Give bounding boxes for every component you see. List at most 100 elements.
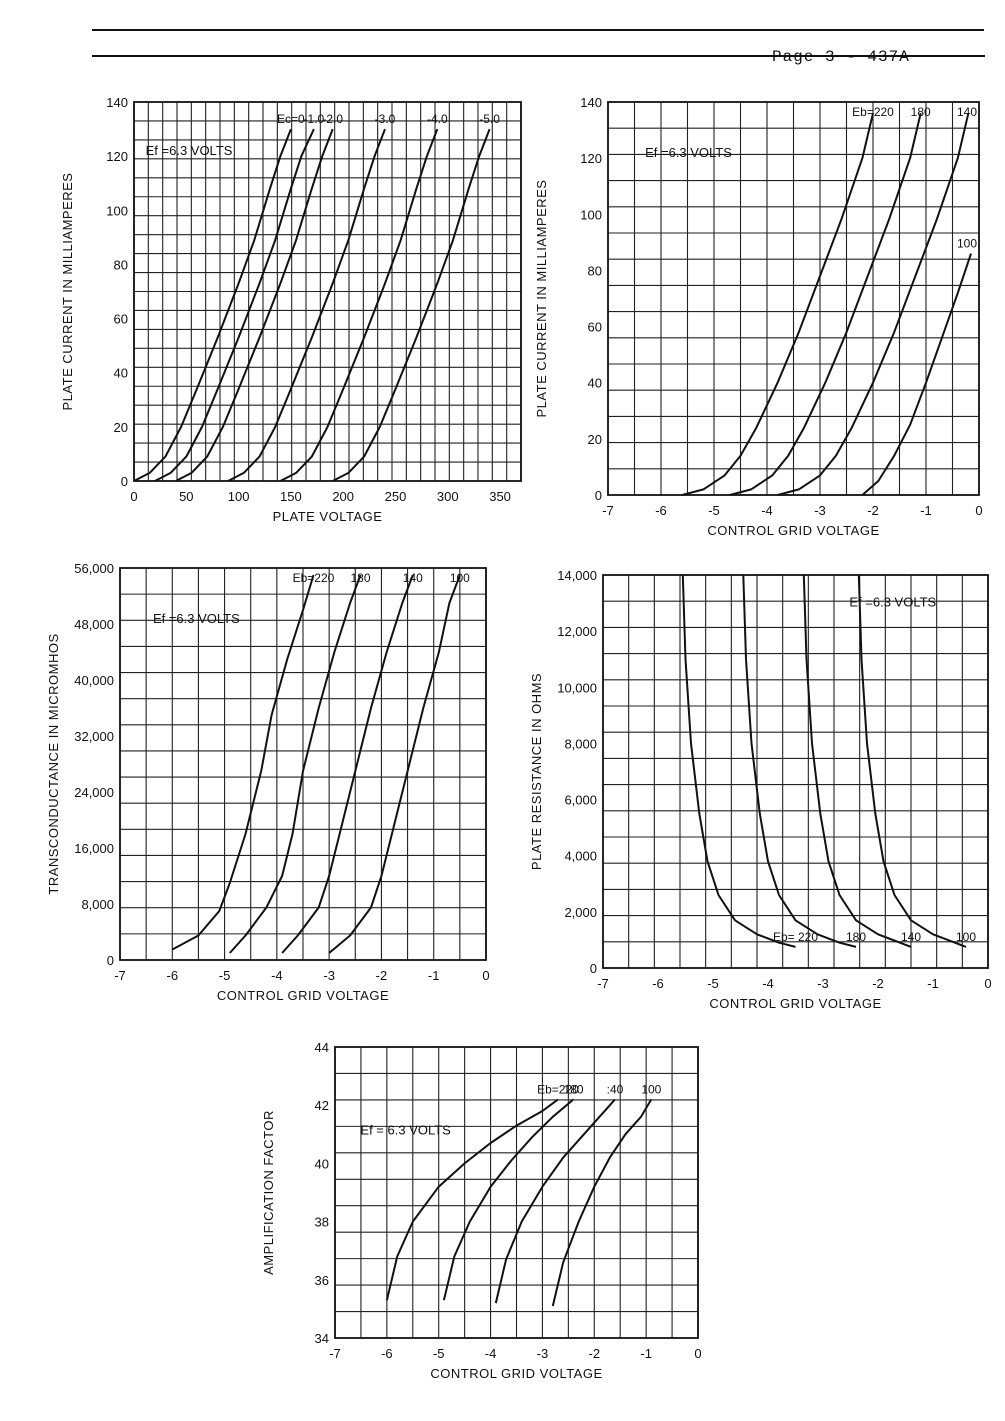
series-label: 180 — [911, 105, 931, 119]
series-curve — [494, 1098, 616, 1304]
y-tick-label: 36 — [315, 1273, 329, 1288]
series-label: 180 — [846, 930, 866, 944]
grid — [602, 574, 989, 969]
x-tick-label: 50 — [179, 489, 193, 504]
y-tick-label: 20 — [114, 420, 128, 435]
filament-voltage-annotation: Ef = 6.3 VOLTS — [360, 1122, 451, 1137]
x-axis-label: PLATE VOLTAGE — [273, 509, 383, 524]
y-tick-label: 60 — [114, 312, 128, 327]
y-tick-label: 120 — [580, 151, 602, 166]
series-curve — [681, 574, 796, 948]
series-curve — [442, 1098, 575, 1301]
filament-voltage-annotation: Ef =6.3 VOLTS — [645, 145, 732, 160]
x-tick-label: -1 — [927, 976, 939, 991]
y-tick-label: 100 — [580, 207, 602, 222]
x-tick-label: -4 — [761, 503, 773, 518]
series-label: 180 — [564, 1082, 584, 1096]
x-tick-label: 100 — [228, 489, 250, 504]
y-tick-label: 34 — [315, 1331, 329, 1346]
series-curve — [861, 253, 972, 496]
filament-voltage-annotation: Ef =6.3 VOLTS — [849, 594, 936, 609]
y-axis-label: PLATE CURRENT IN MILLIAMPERES — [534, 180, 549, 418]
grid — [607, 101, 980, 496]
series-curve — [175, 128, 334, 482]
y-tick-label: 44 — [315, 1040, 329, 1055]
header-rule — [92, 55, 985, 57]
series-curve — [229, 574, 362, 954]
x-tick-label: 150 — [280, 489, 302, 504]
series-label: -1.0 — [304, 112, 325, 126]
y-tick-label: 120 — [106, 149, 128, 164]
series-curve — [551, 1098, 653, 1307]
series-curve — [332, 128, 491, 482]
series-label: 100 — [641, 1082, 661, 1096]
y-axis-label: PLATE RESISTANCE IN OHMS — [529, 673, 544, 870]
x-tick-label: -1 — [428, 968, 440, 983]
y-tick-label: 16,000 — [74, 841, 114, 856]
y-tick-label: 80 — [588, 263, 602, 278]
x-tick-label: -1 — [920, 503, 932, 518]
x-tick-label: -5 — [707, 976, 719, 991]
x-tick-label: -3 — [323, 968, 335, 983]
y-tick-label: 20 — [588, 432, 602, 447]
series-label: 140 — [403, 571, 423, 585]
x-tick-label: -5 — [219, 968, 231, 983]
x-tick-label: -7 — [602, 503, 614, 518]
y-tick-label: 0 — [590, 961, 597, 976]
x-tick-label: -2 — [872, 976, 884, 991]
series-label: :40 — [607, 1082, 624, 1096]
x-tick-label: -4 — [271, 968, 283, 983]
series-label: 180 — [350, 571, 370, 585]
plot-frame — [334, 1046, 699, 1339]
series-label: 100 — [957, 237, 977, 251]
y-tick-label: 4,000 — [564, 849, 597, 864]
x-tick-label: 0 — [975, 503, 982, 518]
series-curve — [857, 574, 967, 948]
y-tick-label: 80 — [114, 257, 128, 272]
x-tick-label: -7 — [329, 1346, 341, 1361]
y-tick-label: 60 — [588, 320, 602, 335]
x-axis-label: CONTROL GRID VOLTAGE — [707, 523, 879, 538]
series-curve — [281, 574, 414, 954]
series-curve — [154, 128, 315, 482]
y-tick-label: 140 — [106, 95, 128, 110]
series-curve — [742, 574, 857, 948]
top-rule — [92, 29, 984, 31]
x-tick-label: -6 — [655, 503, 667, 518]
x-tick-label: -1 — [640, 1346, 652, 1361]
x-axis-label: CONTROL GRID VOLTAGE — [430, 1366, 602, 1381]
y-tick-label: 40 — [114, 366, 128, 381]
x-tick-label: -6 — [167, 968, 179, 983]
x-tick-label: 0 — [130, 489, 137, 504]
series-curve — [227, 128, 386, 482]
x-tick-label: -2 — [589, 1346, 601, 1361]
y-tick-label: 0 — [595, 488, 602, 503]
y-tick-label: 2,000 — [564, 905, 597, 920]
plot-frame — [602, 574, 989, 969]
plot-frame — [133, 101, 522, 482]
y-tick-label: 140 — [580, 95, 602, 110]
series-curve — [729, 112, 922, 496]
filament-voltage-annotation: Ef =6.3 VOLTS — [146, 143, 233, 158]
y-tick-label: 6,000 — [564, 793, 597, 808]
series-label: Eb= 220 — [773, 930, 818, 944]
x-tick-label: 0 — [694, 1346, 701, 1361]
y-tick-label: 8,000 — [81, 897, 114, 912]
series-label: -3.0 — [375, 112, 396, 126]
x-tick-label: -3 — [817, 976, 829, 991]
x-tick-label: -5 — [433, 1346, 445, 1361]
x-tick-label: 350 — [489, 489, 511, 504]
series-curve — [279, 128, 439, 482]
x-tick-label: 0 — [482, 968, 489, 983]
y-tick-label: 12,000 — [557, 624, 597, 639]
series-label: -4.0 — [427, 112, 448, 126]
x-tick-label: -2 — [867, 503, 879, 518]
x-tick-label: 300 — [437, 489, 459, 504]
plot-frame — [607, 101, 980, 496]
series-label: Eb=220 — [293, 571, 335, 585]
series-curve — [777, 112, 970, 496]
y-tick-label: 8,000 — [564, 736, 597, 751]
y-tick-label: 40,000 — [74, 673, 114, 688]
